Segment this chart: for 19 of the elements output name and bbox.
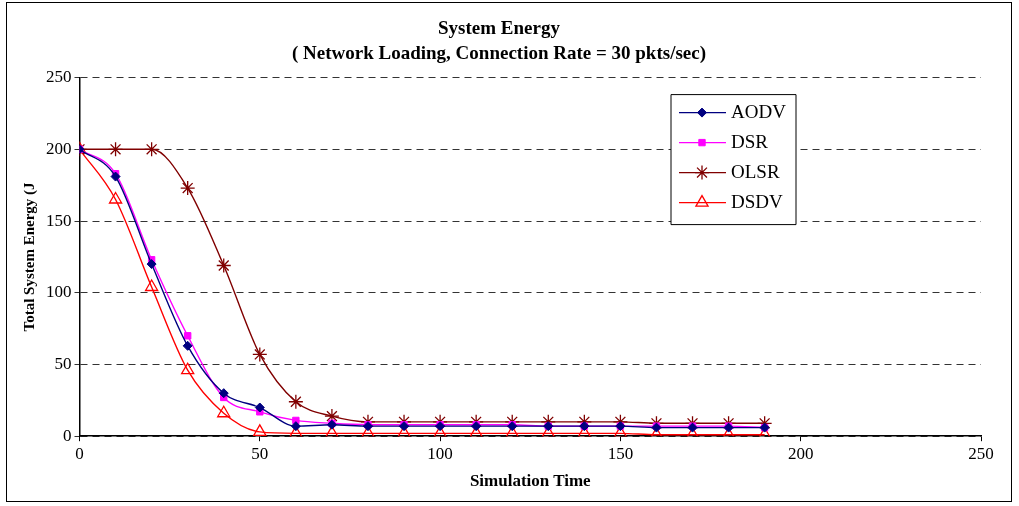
y-tick-label: 50 xyxy=(54,353,72,373)
y-tick-label: 0 xyxy=(63,425,72,445)
chart-subtitle: ( Network Loading, Connection Rate = 30 pkts/sec) xyxy=(291,42,707,65)
x-axis-title: Simulation Time xyxy=(469,471,592,491)
y-tick-label: 200 xyxy=(46,138,72,158)
y-tick-label: 250 xyxy=(46,67,72,87)
legend-label: OLSR xyxy=(731,160,780,182)
y-tick-label: 100 xyxy=(46,282,72,302)
legend-label: AODV xyxy=(731,100,787,122)
x-tick-label: 200 xyxy=(787,443,814,463)
y-tick-label: 150 xyxy=(46,210,72,230)
x-tick-label: 150 xyxy=(607,443,634,463)
x-tick-label: 250 xyxy=(968,443,994,463)
legend-label: DSDV xyxy=(731,190,784,212)
y-axis-title: Total System Energy (J xyxy=(20,181,38,332)
legend-label: DSR xyxy=(731,130,769,152)
x-tick-label: 50 xyxy=(251,443,269,463)
chart-title: System Energy xyxy=(438,17,561,39)
x-tick-label: 100 xyxy=(427,443,453,463)
